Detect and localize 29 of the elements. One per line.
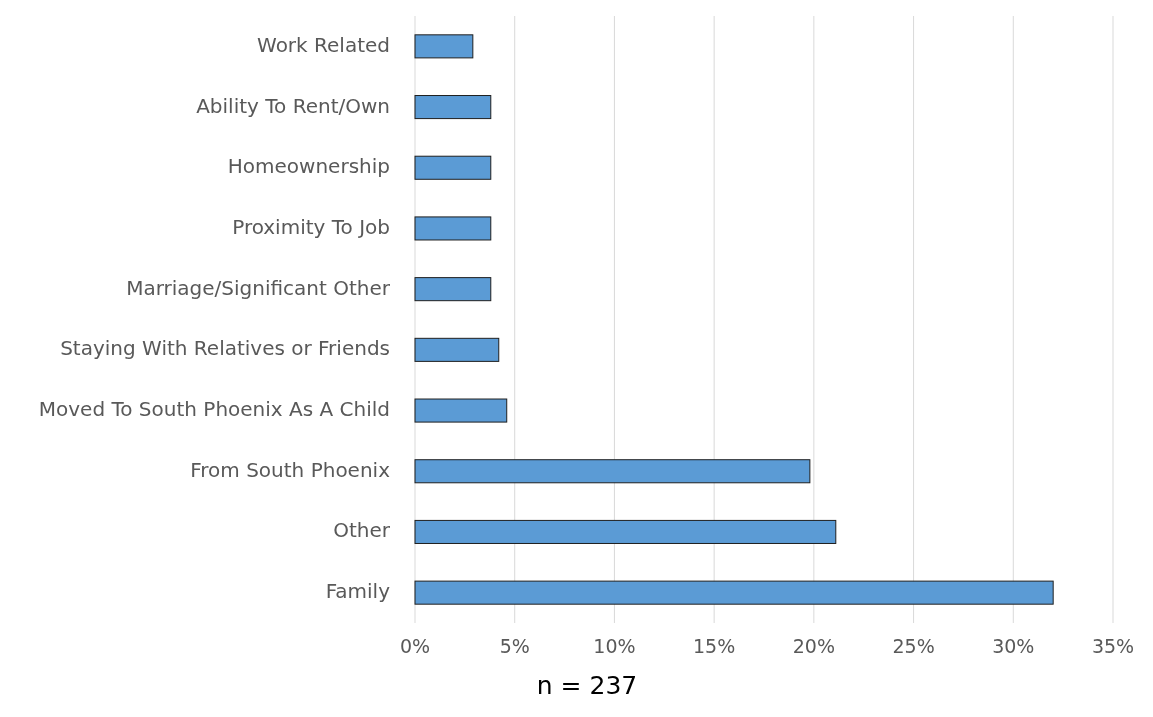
y-tick-label: Family xyxy=(325,579,391,604)
bar xyxy=(414,337,500,362)
x-tick-label: 20% xyxy=(792,635,835,657)
x-tick-label: 5% xyxy=(499,635,530,657)
x-tick-label: 10% xyxy=(593,635,636,657)
x-tick-label: 35% xyxy=(1091,635,1135,657)
bar xyxy=(414,155,492,180)
y-tick-label: Other xyxy=(333,518,391,543)
y-tick-label: Proximity To Job xyxy=(232,214,390,239)
x-tick-label: 30% xyxy=(992,635,1035,657)
bar xyxy=(414,580,1054,605)
x-tick-label: 15% xyxy=(693,635,736,657)
bar xyxy=(414,216,492,241)
y-tick-label: Work Related xyxy=(257,32,390,57)
y-tick-label: From South Phoenix xyxy=(190,457,391,482)
y-tick-label: Homeownership xyxy=(227,154,390,179)
y-tick-label: Moved To South Phoenix As A Child xyxy=(38,397,390,422)
bar xyxy=(414,95,492,120)
y-tick-label: Staying With Relatives or Friends xyxy=(60,336,390,361)
y-tick-label: Marriage/Significant Other xyxy=(126,275,391,300)
x-tick-label: 25% xyxy=(892,635,935,657)
bar xyxy=(414,398,508,423)
y-tick-label: Ability To Rent/Own xyxy=(196,93,390,118)
bar xyxy=(414,519,837,544)
bar xyxy=(414,277,492,302)
bar xyxy=(414,34,474,59)
text: n = 237 xyxy=(536,671,638,700)
bar xyxy=(414,459,811,484)
x-tick-label: 0% xyxy=(399,635,431,657)
